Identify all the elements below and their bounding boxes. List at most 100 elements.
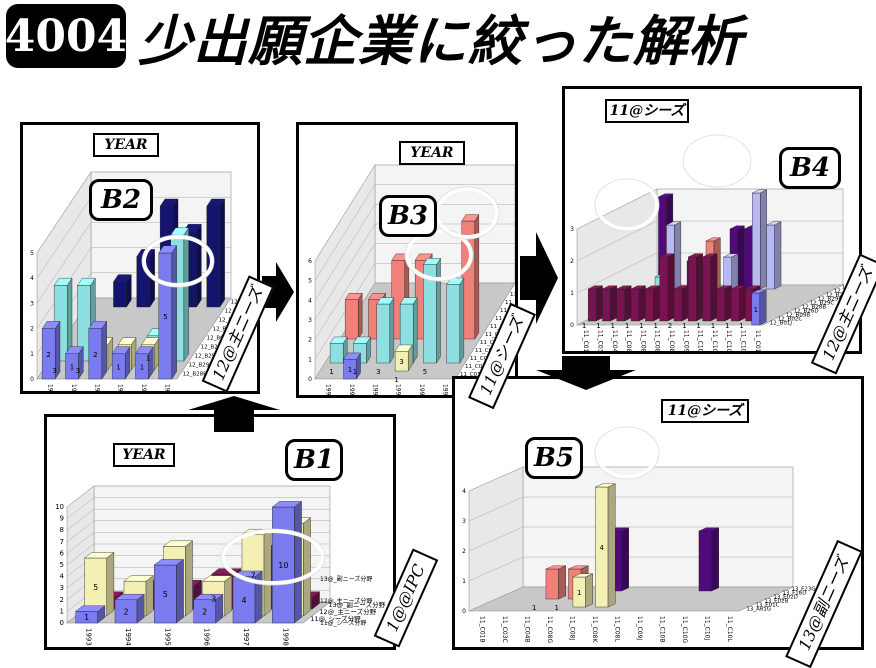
chart-panel-b5: 0 1 2 3 4 13_A61G 13_E01C 13_E02B 13_E02D 13_F16D… bbox=[452, 376, 864, 650]
chart-b5-seeds-tag: 11@シーズ bbox=[661, 399, 749, 423]
chart-b1-gridline bbox=[66, 543, 95, 566]
chart-b3-bar-top bbox=[343, 352, 361, 360]
chart-b5-bar-side bbox=[607, 483, 616, 608]
chart-b5-ytick: 3 bbox=[462, 518, 466, 525]
chart-b5-data-label: 1 bbox=[577, 589, 581, 597]
chart-b3-row-label: 11_C10L bbox=[515, 284, 517, 290]
chart-b3-bar bbox=[376, 296, 395, 364]
chart-b4-bar-top bbox=[716, 285, 732, 290]
chart-b1-bar-side bbox=[145, 575, 154, 617]
chart-b2-category-label: 1997 bbox=[140, 384, 147, 393]
chart-b4-bar bbox=[630, 285, 646, 322]
chart-b2-gridline bbox=[36, 222, 92, 304]
chart-b4-bar-front bbox=[645, 288, 654, 322]
chart-b5-ytick: 1 bbox=[462, 578, 466, 585]
chart-b5-row-label: 13_F23G bbox=[791, 587, 815, 593]
chart-b3-data-label: 1 bbox=[348, 366, 352, 374]
chart-b2-bar-top bbox=[77, 277, 96, 286]
chart-b1-bar-top bbox=[84, 552, 115, 559]
chart-b1-bar-side bbox=[294, 500, 302, 624]
chart-b4-bar bbox=[645, 285, 660, 322]
chart-b1-gridline bbox=[66, 532, 95, 554]
chart-b4-data-label: 1 bbox=[682, 322, 686, 330]
chart-b2-bar-top bbox=[113, 274, 132, 283]
chart-b2-bar-top bbox=[135, 346, 154, 355]
chart-b2-row-label: 12_B29D bbox=[189, 363, 214, 369]
chart-b3-ytick: 1 bbox=[308, 356, 312, 363]
chart-b1-bar-side bbox=[106, 551, 115, 617]
chart-b4-bar-top bbox=[616, 285, 632, 290]
chart-b4-row-label: 12_B02C bbox=[778, 317, 803, 323]
chart-b4-bar-front bbox=[630, 288, 640, 322]
chart-b2-category-label: 1998 bbox=[163, 384, 170, 393]
chart-b4-category-label: 11_C10L bbox=[740, 330, 747, 353]
chart-b1-bar-side bbox=[303, 517, 311, 617]
chart-b4-data-label: 1 bbox=[711, 322, 715, 330]
chart-b4-bar-top bbox=[702, 253, 718, 258]
arrow-b4-to-b5 bbox=[536, 356, 636, 390]
chart-b2-data-label: 2 bbox=[93, 351, 97, 359]
chart-b5-category-label: 11_C10J bbox=[703, 616, 710, 640]
chart-b4-data-label: 1 bbox=[696, 322, 700, 330]
chart-b5-floor bbox=[468, 586, 794, 612]
chart-b5-row-label: 13_E01C bbox=[755, 603, 779, 609]
chart-b2-row-label: 12_B28B bbox=[183, 372, 208, 378]
chart-b1-gridline bbox=[66, 485, 95, 508]
chart-b4-bar-side bbox=[595, 285, 603, 322]
chart-b3-bar-side bbox=[358, 292, 363, 340]
chart-b3-data-label: 1 bbox=[394, 376, 398, 384]
highlight-circle bbox=[221, 529, 325, 585]
chart-b1-category-label: 1993 bbox=[85, 628, 93, 646]
chart-b3-category-label: 1995 bbox=[371, 384, 378, 397]
chart-b2-bar bbox=[88, 320, 108, 380]
chart-b4-row-label: 12_B28B bbox=[802, 305, 827, 311]
chart-b3-row-label: 11_C10J bbox=[510, 292, 517, 298]
chart-b4-ytick: 3 bbox=[570, 226, 574, 233]
chart-b2-bar-side bbox=[183, 227, 189, 362]
highlight-circle-outline bbox=[682, 134, 752, 188]
chart-b3-ytick: 6 bbox=[308, 258, 312, 265]
chart-b5-row-label: 13_F16D bbox=[782, 591, 806, 597]
chart-b5-category-label: 11_C08G bbox=[546, 616, 553, 643]
chart-b1-ytick: 9 bbox=[60, 515, 64, 523]
chart-b4-category-label: 11_C01B bbox=[754, 330, 761, 353]
chart-b4-seeds-tag: 11@シーズ bbox=[605, 99, 689, 123]
chart-b5-category-label: 11_C08K bbox=[591, 616, 598, 643]
chart-b2-bar-top bbox=[159, 198, 179, 207]
chart-b5-plot: 0 1 2 3 4 13_A61G13_E01C13_E02B13_E02D13_F16D… bbox=[462, 466, 816, 643]
chart-b5-bar-top bbox=[572, 573, 593, 578]
chart-b1-ytick: 7 bbox=[60, 538, 64, 546]
chart-b2-bar bbox=[113, 273, 132, 308]
chart-b5-ytick: 4 bbox=[462, 488, 466, 495]
chart-b2-bar-top bbox=[117, 337, 137, 346]
chart-b4-row-label: 12_B29C bbox=[810, 301, 835, 307]
chart-b4-bar-top bbox=[658, 193, 673, 198]
chart-b5-category-label: 11_C04B bbox=[523, 616, 530, 643]
chart-b1-year-tag: YEAR bbox=[113, 443, 175, 467]
chart-b3-bar-side bbox=[436, 257, 441, 364]
chart-b1-data-label: 4 bbox=[241, 596, 246, 605]
chart-b2-ytick: 2 bbox=[30, 326, 34, 333]
chart-b1-legend-entry: 12@_主ニーズ分野 bbox=[320, 597, 372, 605]
chart-b3-bar-top bbox=[423, 258, 441, 265]
chart-b4-bar bbox=[716, 285, 732, 322]
chart-b5-bar-top bbox=[568, 565, 589, 570]
chart-b1-svg: 01234567891011@_シーズ分野12@_主ニーズ分野13@_副ニーズ分… bbox=[55, 485, 386, 646]
chart-b1-bar bbox=[75, 605, 106, 624]
chart-b2-ytick: 4 bbox=[30, 275, 34, 282]
chart-b1-data-label: 3 bbox=[211, 595, 216, 604]
highlight-circle-outline bbox=[141, 234, 215, 288]
chart-b4-category-label: 11_C10B bbox=[697, 330, 704, 353]
chart-b4-svg: 012312_B01J12_B02C12_B09B12_B26D12_B28B1… bbox=[570, 134, 859, 353]
chart-b5-gridline bbox=[468, 556, 524, 582]
chart-b4-data-label: 1 bbox=[725, 322, 729, 330]
chart-b3-data-label: 1 bbox=[329, 368, 333, 376]
chart-b4-bar-top bbox=[666, 221, 681, 226]
chart-b4-bar-front bbox=[731, 288, 740, 322]
chart-b2-bar-side bbox=[171, 245, 177, 380]
chart-b4-bar-side bbox=[760, 189, 767, 290]
chart-b5-category-label: 11_C08L bbox=[613, 616, 620, 642]
chart-b1-ytick: 10 bbox=[55, 503, 64, 511]
chart-b2-svg: 01234512_B28B12_B29D12_B29C12_B29L12_B65… bbox=[30, 171, 255, 393]
chart-b2-bar-top bbox=[88, 321, 108, 329]
